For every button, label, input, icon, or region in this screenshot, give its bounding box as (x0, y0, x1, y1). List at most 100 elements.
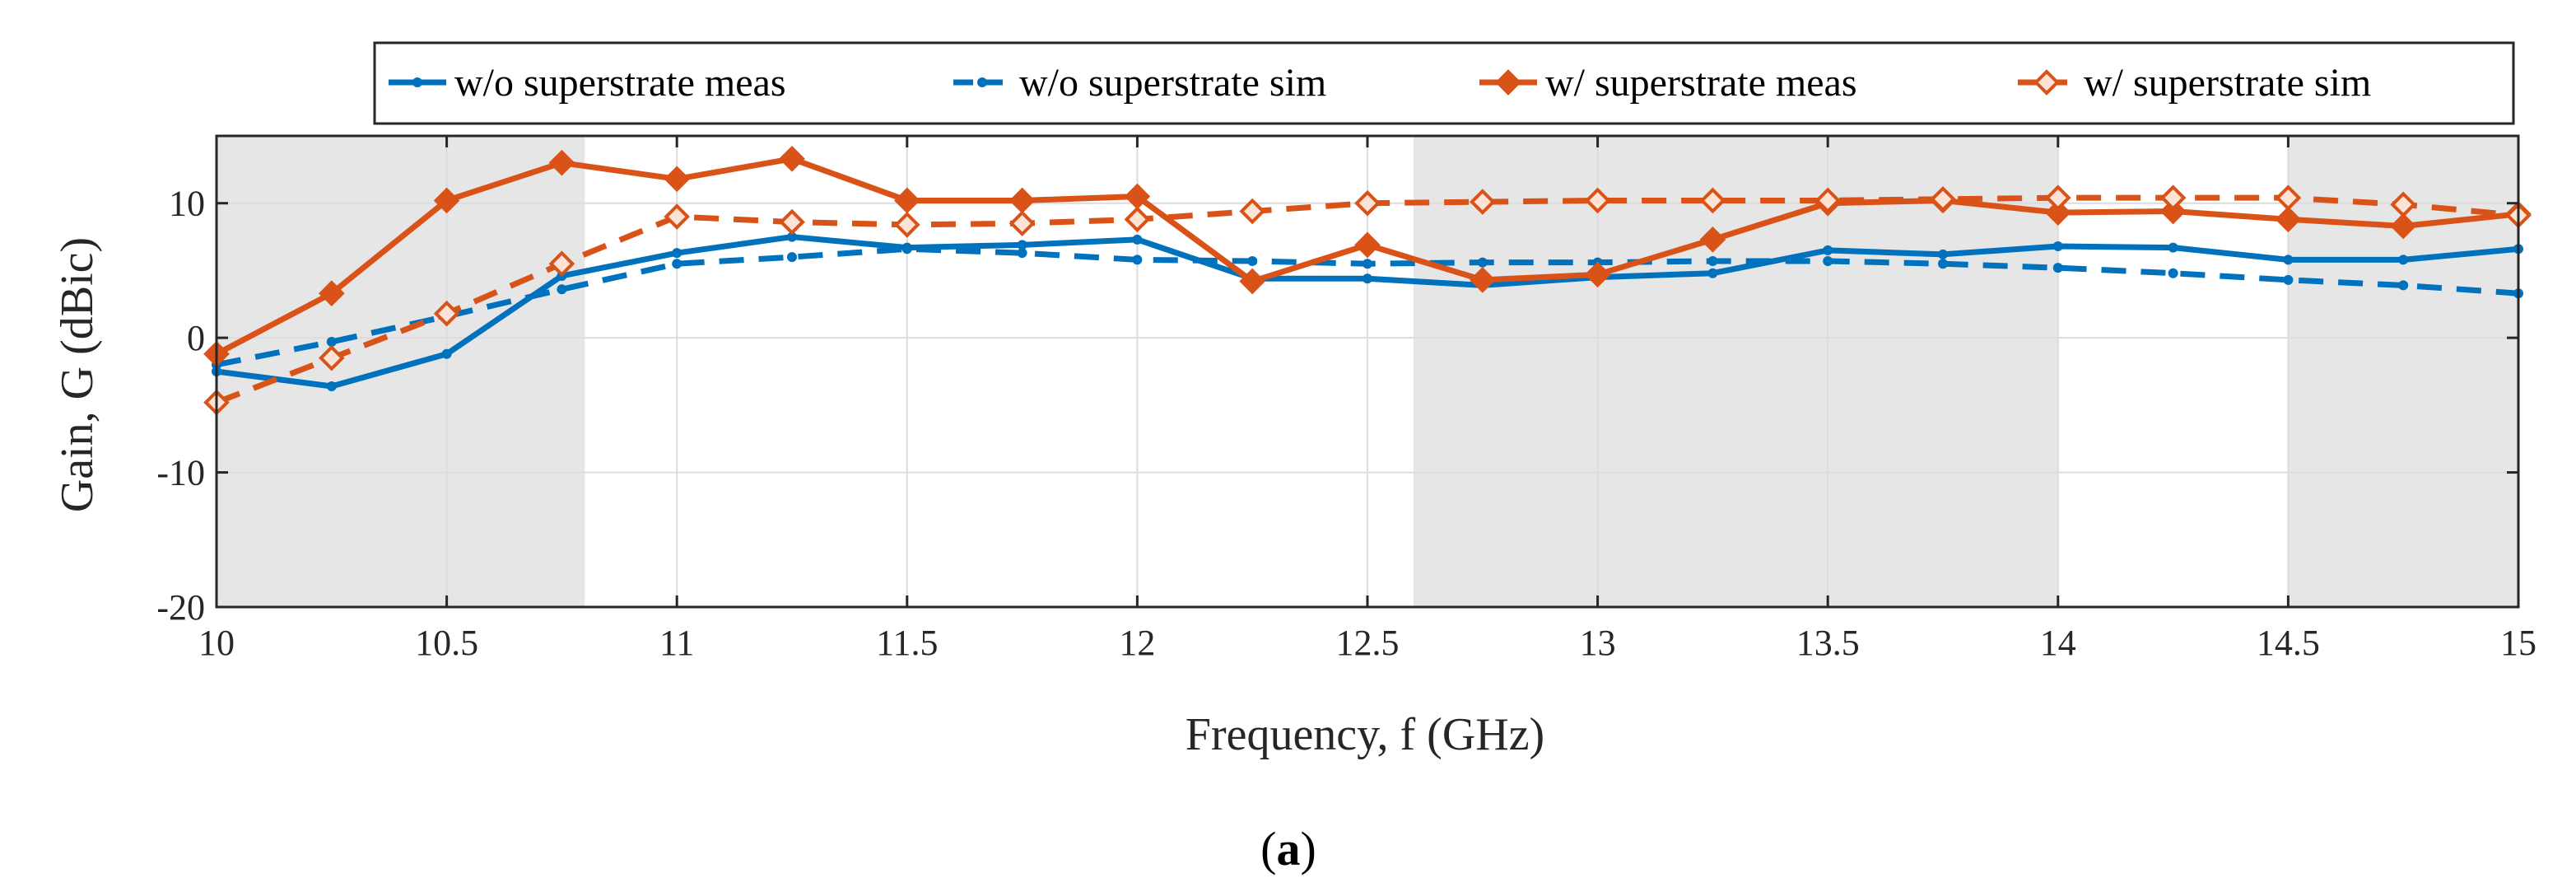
data-point (1938, 249, 1948, 259)
data-series (203, 145, 2532, 416)
y-tick-label: -10 (156, 453, 205, 493)
data-point (326, 381, 337, 391)
data-point (1354, 189, 1381, 217)
data-point (1017, 248, 1027, 259)
tick-labels: 10 10.5 11 11.5 12 12.5 13 13.5 14 14.5 15 -20 -10 0 1… (156, 184, 2536, 663)
data-point (2398, 280, 2409, 291)
legend-label: w/o superstrate sim (1019, 61, 1326, 105)
legend-marker (977, 77, 987, 87)
data-point (433, 300, 460, 327)
legend-marker (412, 77, 422, 87)
legend: w/o superstrate meas w/o superstrate sim w… (373, 41, 2515, 125)
data-point (2275, 184, 2302, 212)
data-point (557, 284, 567, 295)
legend-entry-3: w/ superstrate meas (1479, 61, 1857, 105)
shaded-band (217, 136, 585, 607)
data-point (326, 337, 337, 348)
data-point (2159, 184, 2187, 212)
x-tick-label: 14.5 (2257, 623, 2320, 663)
data-point (1707, 255, 1718, 266)
data-point (2159, 198, 2187, 225)
shaded-band (1413, 136, 2058, 607)
series-4 (203, 184, 2532, 416)
data-point (2390, 191, 2417, 218)
data-point (2044, 184, 2071, 212)
data-point (2168, 242, 2178, 253)
data-point (1017, 240, 1027, 250)
data-point (1699, 187, 1726, 214)
data-point (1124, 206, 1151, 233)
data-point (2275, 206, 2302, 233)
data-point (2052, 241, 2063, 252)
data-point (2283, 255, 2294, 265)
data-point (893, 212, 920, 238)
x-axis-label: Frequency, f (GHz) (1186, 709, 1544, 760)
data-point (1239, 268, 1266, 295)
x-tick-label: 11 (659, 623, 694, 663)
data-point (1707, 268, 1718, 278)
data-point (548, 149, 575, 176)
data-point (548, 250, 575, 278)
x-tick-label: 13.5 (1796, 623, 1860, 663)
data-point (672, 259, 682, 269)
data-point (1814, 187, 1842, 214)
x-tick-label: 10 (198, 623, 235, 663)
data-point (1354, 231, 1381, 259)
axes-frame (215, 134, 2520, 609)
x-tick-label: 12 (1119, 623, 1155, 663)
data-point (2390, 212, 2417, 240)
legend-entry-2: w/o superstrate sim (953, 61, 1326, 105)
legend-label: w/ superstrate meas (1545, 61, 1857, 105)
data-point (1132, 255, 1143, 265)
data-point (441, 348, 452, 359)
y-tick-label: 10 (169, 184, 205, 224)
data-point (787, 231, 797, 242)
data-point (1363, 259, 1372, 269)
data-point (433, 187, 460, 214)
data-point (1009, 210, 1036, 237)
y-axis-label: Gain, G (dBic) (52, 237, 103, 512)
y-tick-label: 0 (187, 318, 205, 358)
data-point (901, 244, 912, 255)
x-tick-label: 10.5 (415, 623, 478, 663)
caption-open: ( (1260, 822, 1276, 876)
data-point (1823, 255, 1833, 266)
data-point (2398, 255, 2409, 265)
x-tick-label: 12.5 (1336, 623, 1400, 663)
x-tick-label: 13 (1580, 623, 1616, 663)
data-point (2168, 268, 2178, 278)
legend-entry-1: w/o superstrate meas (389, 61, 786, 105)
caption-letter: a (1277, 822, 1301, 876)
data-point (1930, 185, 1956, 212)
data-point (1584, 261, 1611, 288)
data-point (1363, 273, 1372, 284)
data-point (664, 203, 691, 230)
x-tick-label: 14 (2040, 623, 2076, 663)
legend-marker (2033, 69, 2060, 96)
legend-marker (1495, 69, 1521, 96)
data-point (787, 252, 797, 263)
data-point (1584, 187, 1611, 214)
caption-close: ) (1301, 822, 1316, 876)
data-point (1132, 234, 1143, 245)
figure-caption: (a) (1260, 822, 1316, 876)
legend-label: w/ superstrate sim (2084, 61, 2371, 105)
data-point (1823, 245, 1833, 255)
data-point (2044, 199, 2071, 226)
data-point (1477, 257, 1488, 268)
data-point (1247, 255, 1258, 266)
data-point (779, 208, 805, 236)
data-point (1699, 227, 1726, 253)
data-point (779, 145, 805, 172)
legend-box (373, 41, 2515, 125)
y-tick-label: -20 (156, 587, 205, 628)
data-point (2052, 263, 2063, 273)
data-point (318, 280, 345, 307)
data-point (672, 248, 682, 259)
data-point (664, 166, 691, 193)
data-point (2283, 274, 2294, 285)
data-point (1938, 259, 1948, 269)
data-point (1469, 267, 1496, 293)
data-point (1469, 189, 1496, 215)
